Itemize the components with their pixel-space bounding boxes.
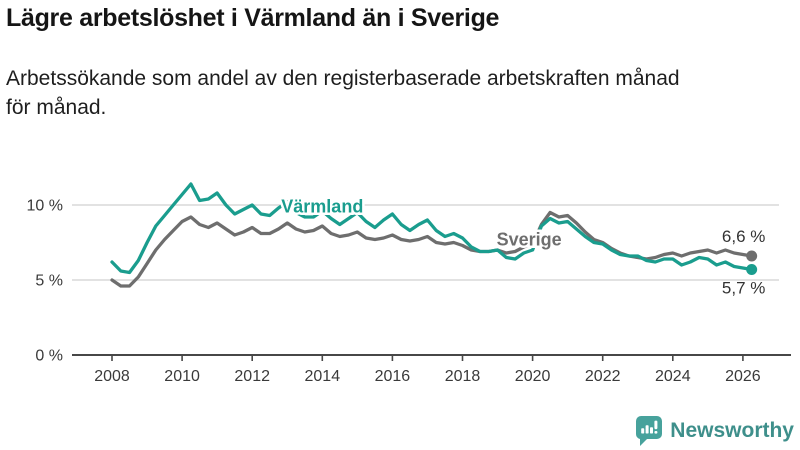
x-axis-tick-label: 2026 [725,368,761,385]
x-axis-tick-label: 2008 [94,368,130,385]
end-value-label-varmland: 5,7 % [722,279,765,298]
newsworthy-logo-icon [634,415,663,446]
chart: 0 % 5 % 10 % 2008 2010 2012 2014 2016 2018 2020 20… [27,182,791,385]
x-axis-tick-label: 2018 [445,368,481,385]
chart-subtitle: Arbetssökande som andel av den registerb… [6,67,680,119]
x-axis-tick-label: 2014 [305,368,341,385]
series-end-point-varmland [746,264,758,275]
series-label-sverige: Sverige [497,230,562,250]
y-axis-label: 0 % [35,348,63,365]
series-end-point-sverige [746,250,758,262]
x-axis-tick-label: 2012 [234,368,270,385]
x-axis-tick-label: 2022 [585,368,621,385]
series-label-varmland: Värmland [281,197,363,217]
y-axis-label: 5 % [35,273,63,290]
x-axis-tick-label: 2010 [164,368,200,385]
x-axis-tick-label: 2016 [375,368,411,385]
series-line-varmland [110,182,754,275]
logo-bubble [636,416,663,446]
y-axis-label: 10 % [27,198,63,215]
end-value-label-sverige: 6,6 % [722,227,765,246]
page-title: Lägre arbetslöshet i Värmland än i Sveri… [6,4,500,32]
x-axis-tick-label: 2020 [515,368,551,385]
brand-name: Newsworthy [670,418,794,442]
brand-footer[interactable]: Newsworthy [634,415,794,446]
x-axis-tick-label: 2024 [655,368,691,385]
